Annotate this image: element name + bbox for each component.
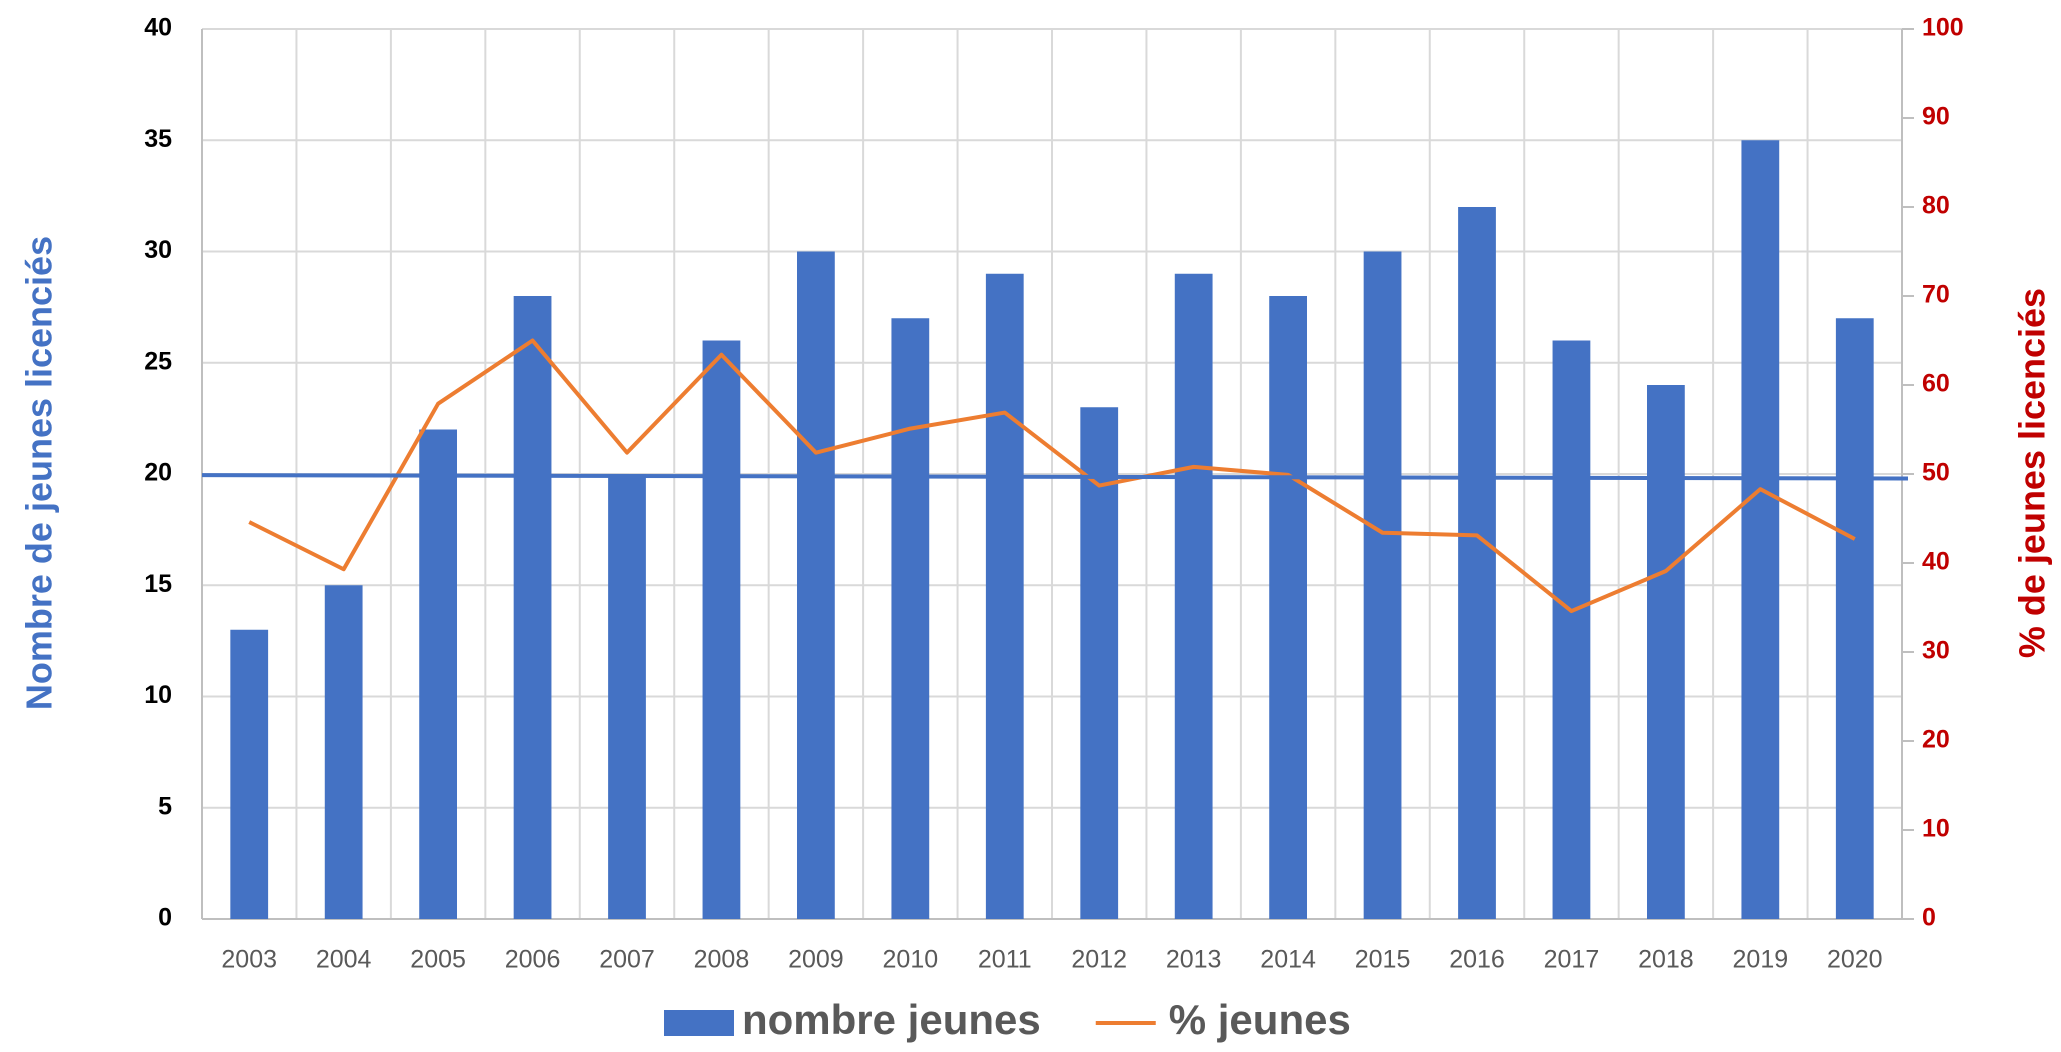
y2-tick-label: 60 bbox=[1922, 370, 1950, 398]
y-tick-label: 15 bbox=[144, 570, 172, 598]
bar bbox=[324, 585, 363, 919]
y2-tick-label: 50 bbox=[1922, 459, 1950, 487]
bar bbox=[702, 340, 741, 919]
x-tick-label: 2017 bbox=[1544, 946, 1600, 974]
x-tick-label: 2004 bbox=[316, 946, 372, 974]
y2-tick-label: 0 bbox=[1922, 904, 1936, 932]
y-tick-label: 40 bbox=[144, 14, 172, 42]
x-tick-label: 2011 bbox=[978, 946, 1032, 974]
x-tick-label: 2013 bbox=[1166, 946, 1222, 974]
x-tick-label: 2015 bbox=[1355, 946, 1411, 974]
bar bbox=[1835, 318, 1874, 919]
bar bbox=[985, 273, 1024, 919]
bar bbox=[1552, 340, 1591, 919]
bar bbox=[608, 474, 646, 919]
y2-tick-label: 70 bbox=[1922, 281, 1950, 309]
y-tick-label: 30 bbox=[144, 236, 172, 264]
line-series bbox=[248, 338, 1856, 614]
y-tick-label: 10 bbox=[144, 681, 172, 709]
bar bbox=[419, 429, 457, 919]
x-tick-label: 2007 bbox=[599, 946, 655, 974]
x-tick-label: 2008 bbox=[694, 946, 750, 974]
bar bbox=[1647, 385, 1685, 919]
y2-tick-label: 10 bbox=[1922, 815, 1950, 843]
x-tick-label: 2010 bbox=[883, 946, 939, 974]
reference-line bbox=[201, 473, 1909, 481]
x-tick-label: 2009 bbox=[788, 946, 844, 974]
bar bbox=[891, 318, 930, 919]
y2-tick-label: 40 bbox=[1922, 548, 1950, 576]
x-tick-label: 2016 bbox=[1449, 946, 1505, 974]
x-tick-label: 2012 bbox=[1071, 946, 1127, 974]
x-tick-label: 2005 bbox=[410, 946, 466, 974]
y-tick-label: 20 bbox=[144, 459, 172, 487]
y2-tick-label: 30 bbox=[1922, 637, 1950, 665]
legend-swatch bbox=[664, 1010, 734, 1036]
bar bbox=[1174, 273, 1213, 919]
bar bbox=[230, 629, 269, 919]
x-tick-label: 2014 bbox=[1260, 946, 1316, 974]
x-tick-label: 2018 bbox=[1638, 946, 1694, 974]
y-tick-label: 5 bbox=[158, 792, 172, 820]
x-tick-label: 2020 bbox=[1827, 946, 1883, 974]
bar bbox=[1363, 251, 1402, 919]
y-tick-label: 35 bbox=[144, 125, 172, 153]
y-tick-label: 25 bbox=[144, 347, 172, 375]
legend-label: nombre jeunes bbox=[742, 996, 1041, 1043]
legend-label: % jeunes bbox=[1169, 996, 1351, 1043]
y2-tick-label: 80 bbox=[1922, 192, 1950, 220]
y2-axis-title: % de jeunes licenciés bbox=[2012, 288, 2053, 658]
x-tick-label: 2003 bbox=[221, 946, 277, 974]
bar bbox=[1080, 407, 1119, 919]
y2-tick-label: 20 bbox=[1922, 726, 1950, 754]
y2-tick-label: 90 bbox=[1922, 103, 1950, 131]
bar bbox=[797, 251, 835, 919]
x-tick-label: 2006 bbox=[505, 946, 561, 974]
y-tick-label: 0 bbox=[158, 904, 172, 932]
y2-tick-label: 100 bbox=[1922, 14, 1964, 42]
x-tick-label: 2019 bbox=[1733, 946, 1789, 974]
bar bbox=[1269, 296, 1307, 919]
y-axis-title: Nombre de jeunes licenciés bbox=[19, 236, 60, 710]
bar bbox=[1458, 207, 1496, 919]
bar bbox=[513, 296, 552, 919]
bar bbox=[1741, 140, 1780, 919]
